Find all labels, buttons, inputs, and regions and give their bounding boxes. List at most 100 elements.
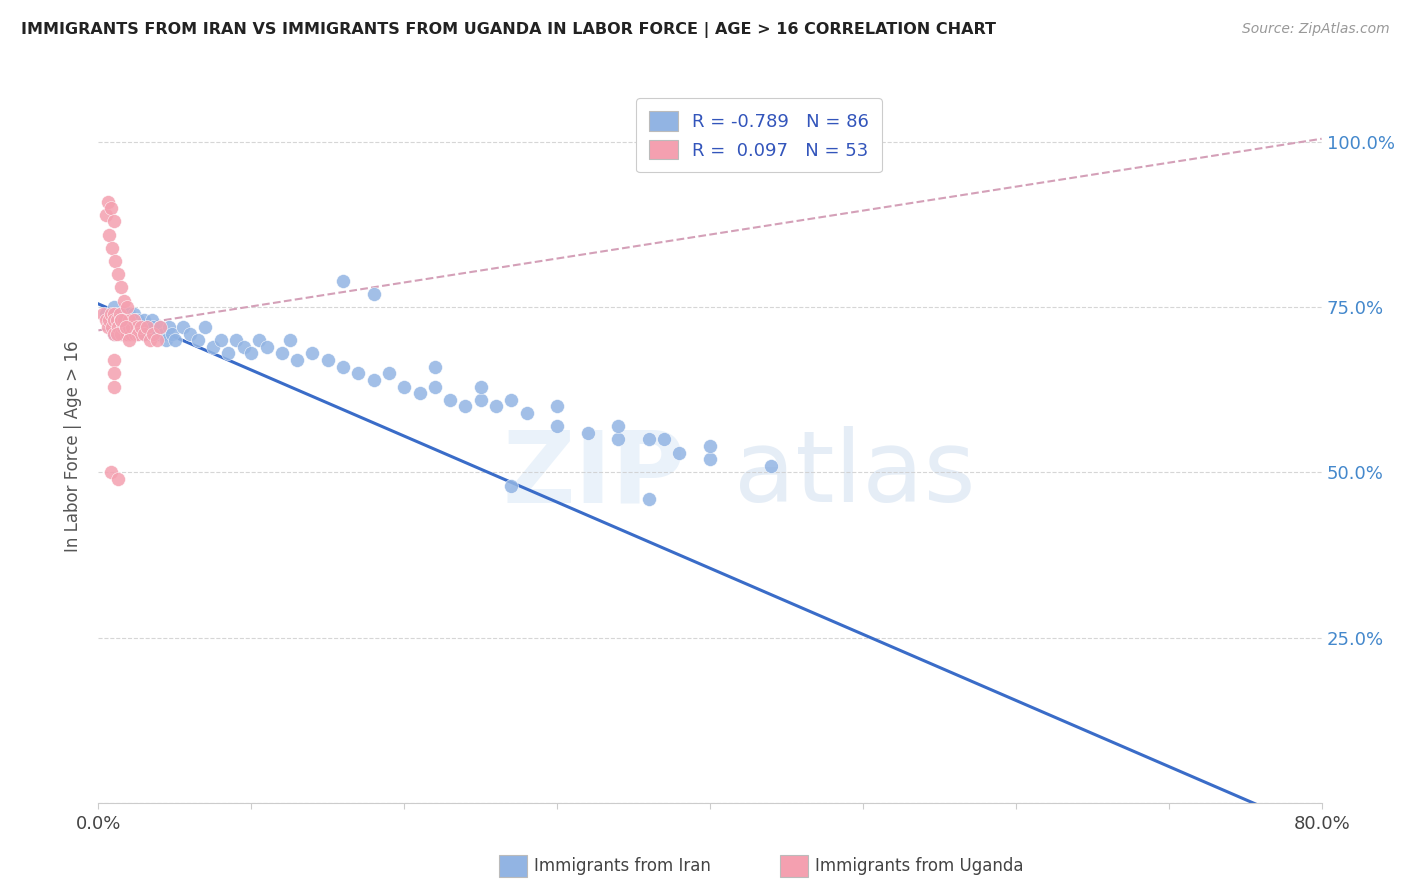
Point bbox=[103, 307, 125, 321]
Point bbox=[546, 400, 568, 414]
Point bbox=[607, 433, 630, 447]
Point bbox=[759, 458, 782, 473]
Point bbox=[122, 307, 145, 321]
Point bbox=[149, 320, 172, 334]
Point bbox=[115, 313, 138, 327]
Point bbox=[110, 280, 132, 294]
Point bbox=[111, 326, 134, 341]
Point bbox=[98, 227, 121, 242]
Point bbox=[104, 254, 127, 268]
Point bbox=[194, 320, 217, 334]
Point bbox=[136, 320, 159, 334]
Point bbox=[103, 300, 125, 314]
Point bbox=[94, 307, 117, 321]
Point bbox=[122, 313, 145, 327]
Point bbox=[115, 320, 138, 334]
Y-axis label: In Labor Force | Age > 16: In Labor Force | Age > 16 bbox=[65, 340, 83, 552]
Point bbox=[94, 313, 117, 327]
Point bbox=[105, 313, 128, 327]
Point bbox=[142, 326, 165, 341]
Text: Immigrants from Uganda: Immigrants from Uganda bbox=[815, 857, 1024, 875]
Point bbox=[100, 307, 122, 321]
Point bbox=[127, 326, 149, 341]
Legend: R = -0.789   N = 86, R =  0.097   N = 53: R = -0.789 N = 86, R = 0.097 N = 53 bbox=[637, 98, 882, 172]
Point bbox=[107, 320, 129, 334]
Point bbox=[301, 346, 323, 360]
Text: ZIP: ZIP bbox=[503, 426, 686, 523]
Point bbox=[134, 326, 156, 341]
Point bbox=[202, 340, 225, 354]
Point bbox=[120, 326, 142, 341]
Point bbox=[103, 326, 125, 341]
Point bbox=[172, 320, 194, 334]
Point bbox=[454, 400, 477, 414]
Point bbox=[103, 313, 125, 327]
Text: atlas: atlas bbox=[734, 426, 976, 523]
Point bbox=[232, 340, 254, 354]
Point bbox=[97, 194, 120, 209]
Point bbox=[105, 326, 128, 341]
Point bbox=[129, 320, 152, 334]
Point bbox=[347, 367, 370, 381]
Point bbox=[101, 320, 124, 334]
Point bbox=[392, 379, 416, 393]
Point bbox=[134, 326, 156, 341]
Point bbox=[134, 313, 156, 327]
Point bbox=[363, 373, 385, 387]
Point bbox=[423, 379, 446, 393]
Point bbox=[470, 392, 492, 407]
Point bbox=[423, 359, 446, 374]
Point bbox=[121, 320, 143, 334]
Point bbox=[607, 419, 630, 434]
Point bbox=[118, 307, 141, 321]
Point bbox=[516, 406, 538, 420]
Point bbox=[103, 379, 125, 393]
Point bbox=[91, 307, 114, 321]
Point bbox=[103, 367, 125, 381]
Point bbox=[501, 392, 523, 407]
Point bbox=[98, 313, 121, 327]
Point bbox=[240, 346, 263, 360]
Point bbox=[117, 326, 139, 341]
Point bbox=[118, 333, 141, 347]
Point bbox=[103, 214, 125, 228]
Point bbox=[121, 320, 143, 334]
Point bbox=[139, 326, 162, 341]
Point bbox=[118, 313, 141, 327]
Point bbox=[637, 491, 661, 506]
Point bbox=[145, 333, 167, 347]
Text: Immigrants from Iran: Immigrants from Iran bbox=[534, 857, 711, 875]
Point bbox=[97, 320, 120, 334]
Point bbox=[546, 419, 568, 434]
Point bbox=[485, 400, 508, 414]
Point bbox=[501, 478, 523, 492]
Point bbox=[217, 346, 239, 360]
Point bbox=[105, 307, 128, 321]
Point bbox=[103, 326, 125, 341]
Point bbox=[103, 313, 125, 327]
Point bbox=[98, 313, 121, 327]
Point bbox=[103, 353, 125, 368]
Text: Source: ZipAtlas.com: Source: ZipAtlas.com bbox=[1241, 22, 1389, 37]
Point bbox=[576, 425, 599, 440]
Point bbox=[107, 320, 129, 334]
Point bbox=[247, 333, 270, 347]
Point bbox=[110, 307, 132, 321]
Point bbox=[110, 326, 132, 341]
Point bbox=[94, 208, 117, 222]
Point bbox=[209, 333, 232, 347]
Point bbox=[139, 333, 162, 347]
Point bbox=[270, 346, 292, 360]
Point bbox=[136, 320, 159, 334]
Point bbox=[107, 267, 129, 281]
Point bbox=[145, 326, 167, 341]
Point bbox=[108, 307, 131, 321]
Point bbox=[112, 313, 135, 327]
Point bbox=[699, 452, 721, 467]
Point bbox=[256, 340, 278, 354]
Point bbox=[152, 326, 174, 341]
Point bbox=[149, 320, 172, 334]
Point bbox=[120, 313, 142, 327]
Point bbox=[100, 320, 122, 334]
Point bbox=[378, 367, 401, 381]
